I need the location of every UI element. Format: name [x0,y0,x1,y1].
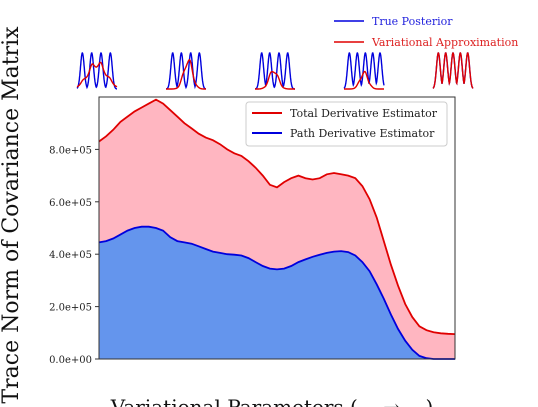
legend-path-label: Path Derivative Estimator [290,127,435,140]
density-insets [76,51,474,90]
density-inset [76,51,118,90]
true-posterior-curve [165,52,207,90]
density-inset [343,51,385,90]
variational-approximation-curve [76,61,118,88]
true-posterior-curve [76,51,118,90]
path-derivative-line [98,225,455,360]
legend-total-label: Total Derivative Estimator [290,107,438,120]
y-tick-label: 0.0e+00 [49,355,92,366]
plot-frame [98,96,456,360]
main-legend: Total Derivative Estimator Path Derivati… [245,101,448,147]
density-inset [432,51,474,89]
true-posterior-curve [254,51,295,90]
y-tick-label: 4.0e+05 [49,250,92,261]
variational-approximation-curve [255,71,295,90]
density-inset [254,51,295,90]
y-axis-ticks: 0.0e+00 2.0e+05 4.0e+05 6.0e+05 8.0e+05 [49,145,99,366]
main-legend-box [245,101,448,147]
top-legend-approx-label: Variational Approximation [371,36,518,49]
y-tick-label: 6.0e+05 [49,198,92,209]
y-axis-label: Trace Norm of Covariance Matrix [0,26,24,404]
path-derivative-fill [99,226,455,359]
plot-area: 0.0e+00 2.0e+05 4.0e+05 6.0e+05 8.0e+05 [49,96,456,366]
total-derivative-line [98,98,456,335]
top-legend-true-label: True Posterior [372,15,453,28]
x-axis-label: Variational Parameters (... → ...) [110,395,434,407]
y-tick-label: 2.0e+05 [49,303,92,314]
top-legend: True Posterior Variational Approximation [334,15,518,49]
true-posterior-curve [343,51,385,89]
variational-approximation-curve [432,51,474,89]
density-inset [165,52,207,90]
variational-approximation-curve [344,70,384,90]
y-tick-label: 8.0e+05 [49,145,92,156]
variational-approximation-curve [166,58,206,90]
